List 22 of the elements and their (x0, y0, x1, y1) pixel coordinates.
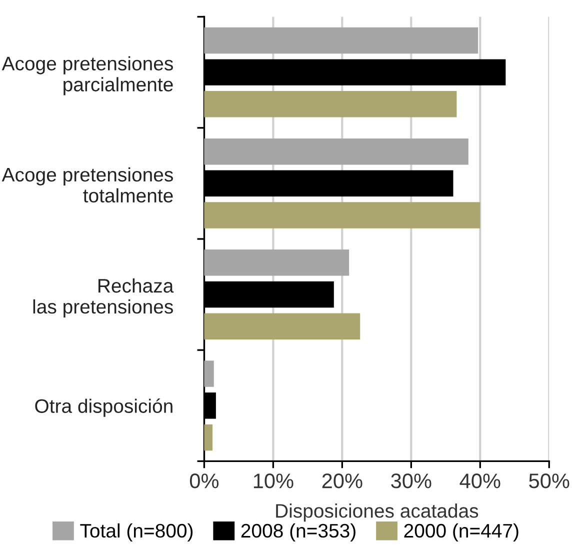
x-tick-label: 10% (254, 474, 294, 488)
x-tick-label: 40% (460, 474, 500, 488)
y-tick-label: Otra disposición (35, 398, 172, 417)
legend-label: 2008 (n=353) (241, 523, 356, 542)
bar (204, 360, 214, 387)
bar (204, 424, 212, 451)
x-tick-label: 0% (190, 474, 219, 488)
bar (204, 202, 480, 228)
y-tick-label: Rechaza las pretensiones (33, 278, 174, 318)
bar (204, 313, 360, 340)
y-tick-label: Acoge pretensiones parcialmente (2, 56, 173, 96)
legend-label: Total (n=800) (80, 523, 193, 542)
bar (204, 27, 478, 54)
bar (204, 138, 468, 165)
bar (204, 91, 457, 118)
x-tick-label: 20% (322, 474, 362, 488)
y-tick-label: Acoge pretensiones totalmente (2, 167, 173, 203)
x-axis-title: Disposiciones acatadas (276, 504, 478, 522)
legend-label: 2000 (n=447) (404, 523, 518, 542)
x-tick-label: 50% (529, 474, 570, 488)
x-tick-label: 30% (391, 474, 432, 488)
bar (204, 250, 350, 276)
